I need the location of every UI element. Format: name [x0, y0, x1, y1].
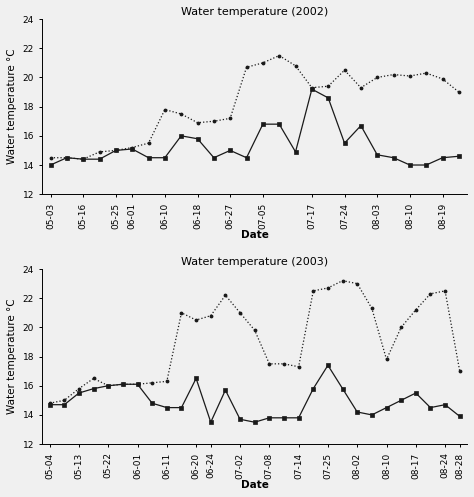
X-axis label: Date: Date: [241, 480, 269, 490]
Title: Water temperature (2003): Water temperature (2003): [181, 257, 328, 267]
Y-axis label: Water temperature °C: Water temperature °C: [7, 49, 17, 165]
X-axis label: Date: Date: [241, 230, 269, 240]
Title: Water temperature (2002): Water temperature (2002): [181, 7, 328, 17]
Y-axis label: Water temperature °C: Water temperature °C: [7, 299, 17, 414]
